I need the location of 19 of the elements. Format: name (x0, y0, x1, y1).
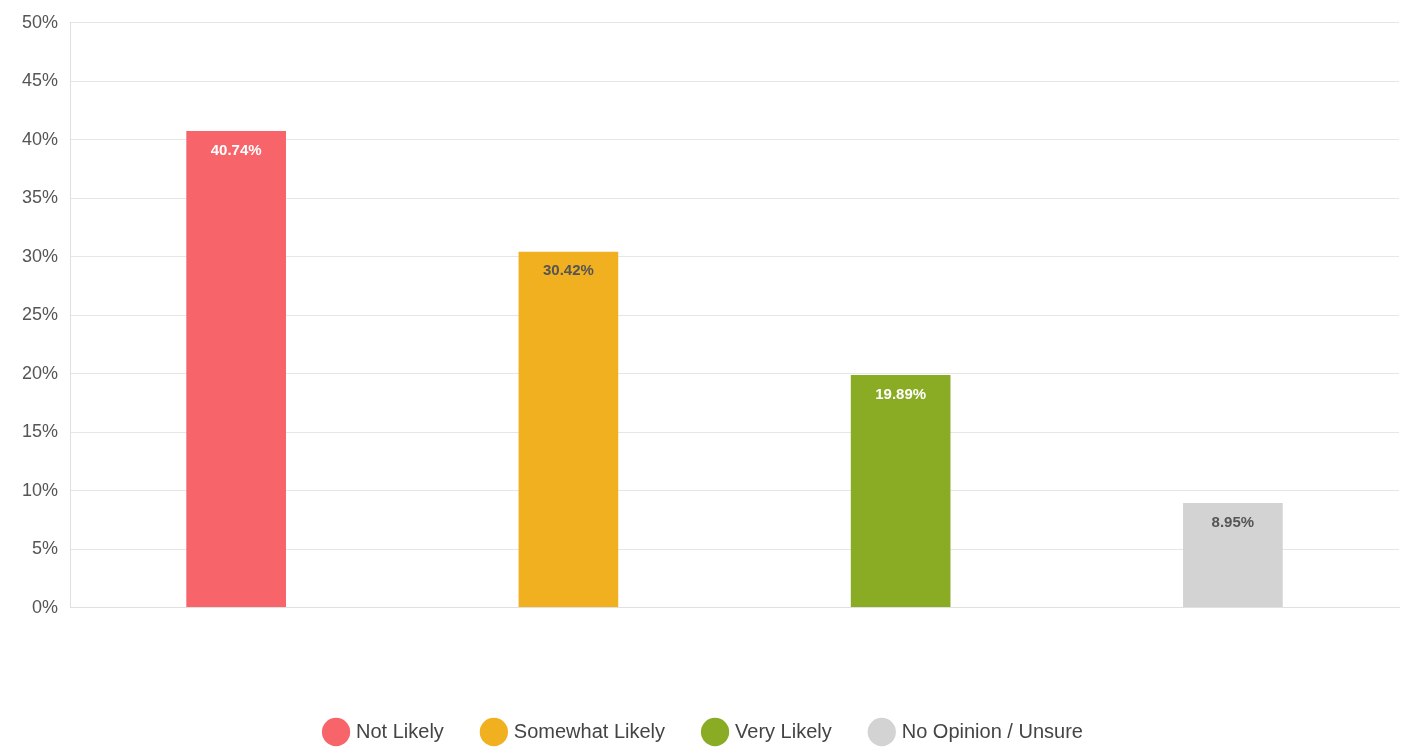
y-tick-label: 10% (22, 479, 59, 500)
text: 19.89% (875, 384, 927, 402)
legend-label: Somewhat Likely (513, 719, 666, 742)
y-tick-label: 0% (32, 596, 59, 617)
y-tick-label: 20% (22, 362, 59, 383)
y-tick-label: 45% (22, 70, 59, 91)
y-tick-label: 15% (22, 421, 59, 442)
text: 40.74% (210, 140, 262, 158)
legend-label: No Opinion / Unsure (901, 719, 1083, 742)
text: 8.95% (1211, 512, 1255, 530)
y-tick-label: 5% (32, 538, 59, 559)
y-tick-label: 30% (22, 245, 59, 266)
legend-label: Not Likely (356, 719, 444, 742)
y-tick-label: 25% (22, 304, 59, 325)
y-tick-label: 35% (22, 187, 59, 208)
legend-label: Very Likely (735, 719, 832, 742)
text: 30.42% (542, 261, 594, 279)
y-tick-label: 50% (22, 11, 59, 32)
y-tick-label: 40% (22, 128, 59, 149)
